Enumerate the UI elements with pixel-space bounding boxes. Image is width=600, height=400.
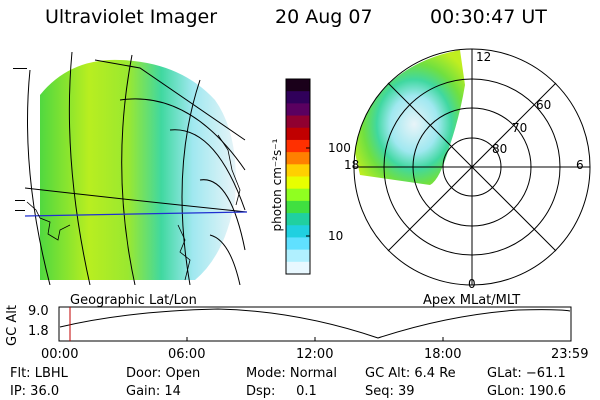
observation-date: 20 Aug 07	[275, 6, 373, 28]
colorbar-swatch	[286, 261, 310, 275]
polar-grid	[353, 48, 591, 286]
timeline-xtick-0: 00:00	[41, 347, 79, 362]
mlt-label-12: 12	[476, 50, 491, 64]
gc-alt-info: GC Alt: 6.4 Re	[365, 366, 456, 381]
polar-aurora-image	[354, 50, 465, 185]
colorbar-swatch	[286, 79, 310, 92]
colorbar-swatch	[286, 237, 310, 251]
colorbar-swatch	[286, 152, 310, 165]
colorbar	[285, 78, 311, 275]
timeline-ylabel: GC Alt	[4, 305, 20, 346]
gain-info: Gain: 14	[126, 384, 181, 399]
colorbar-swatch	[286, 139, 310, 153]
mlt-label-0: 0	[468, 277, 476, 291]
colorbar-tick-label-10: 10	[328, 229, 344, 243]
door-info: Door: Open	[126, 366, 201, 381]
mode-info: Mode: Normal	[246, 366, 337, 381]
colorbar-tick-label-100: 100	[328, 141, 351, 155]
colorbar-swatch	[286, 127, 310, 141]
instrument-title: Ultraviolet Imager	[45, 6, 218, 28]
mlat-label-70: 70	[512, 121, 527, 135]
geo-left-marks	[13, 68, 27, 211]
altitude-timeline-plot	[58, 306, 572, 342]
timeline-xtick-3: 18:00	[424, 347, 462, 362]
mlt-label-18: 18	[344, 158, 359, 172]
mlt-label-6: 6	[576, 158, 584, 172]
dsp-info: Dsp: 0.1	[246, 384, 317, 399]
colorbar-swatch	[286, 249, 310, 263]
colorbar-swatch	[286, 103, 310, 117]
sequence-info: Seq: 39	[365, 384, 415, 399]
timeline-ytick-high: 9.0	[28, 304, 49, 319]
geo-aurora-image	[40, 59, 236, 281]
mlat-label-60: 60	[536, 98, 551, 112]
colorbar-swatch	[286, 164, 310, 177]
timeline-xtick-1: 06:00	[168, 347, 206, 362]
polar-panel-label: Apex MLat/MLT	[423, 293, 521, 308]
timeline-xtick-2: 12:00	[296, 347, 334, 362]
colorbar-swatch	[286, 91, 310, 104]
timeline-frame	[58, 306, 572, 342]
glon-info: GLon: 190.6	[487, 384, 567, 399]
timeline-xtick-4: 23:59	[551, 347, 589, 362]
altitude-curve	[59, 308, 571, 339]
ip-info: IP: 36.0	[10, 384, 60, 399]
geo-coastlines	[26, 134, 241, 281]
glat-info: GLat: −61.1	[487, 366, 566, 381]
polar-mlt-panel: 12 18 6 0 60 70 80	[344, 48, 591, 291]
mlat-label-80: 80	[492, 142, 507, 156]
geo-equator-line	[24, 211, 248, 217]
colorbar-swatch	[286, 115, 310, 129]
geo-grid-lines	[25, 51, 247, 285]
colorbar-swatch	[286, 213, 310, 226]
colorbar-unit-label: photon cm⁻²s⁻¹	[270, 138, 284, 232]
colorbar-frame	[285, 78, 311, 275]
timeline-ytick-low: 1.8	[28, 324, 49, 339]
filter-info: Flt: LBHL	[10, 366, 68, 381]
colorbar-swatch	[286, 225, 310, 238]
colorbar-swatch	[286, 176, 310, 190]
geographic-map-panel	[13, 51, 248, 285]
timeline-ticks	[186, 337, 444, 341]
colorbar-swatch	[286, 200, 310, 214]
colorbar-swatch	[286, 188, 310, 202]
observation-time: 00:30:47 UT	[430, 6, 547, 28]
geo-panel-label: Geographic Lat/Lon	[70, 293, 197, 308]
colorbar-swatches	[286, 79, 310, 275]
